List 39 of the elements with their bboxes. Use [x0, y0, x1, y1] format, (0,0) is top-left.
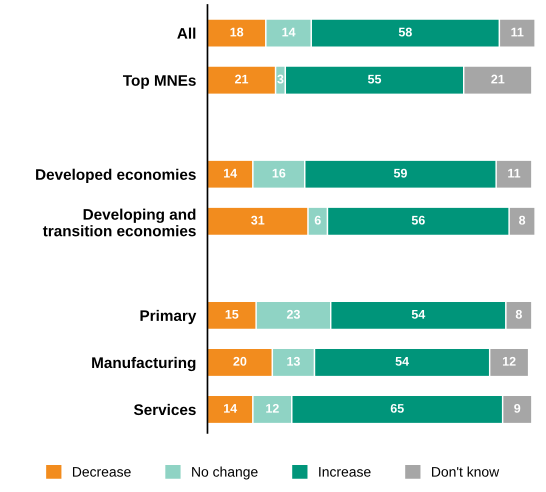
data-label: 23 — [286, 310, 300, 319]
data-label: 3 — [277, 74, 284, 84]
data-label: 8 — [516, 310, 522, 319]
data-label: 12 — [502, 356, 516, 366]
data-label: 58 — [398, 28, 412, 36]
data-label: 8 — [519, 216, 526, 225]
data-label: 54 — [412, 310, 426, 319]
data-label: 55 — [368, 74, 382, 84]
data-label: 31 — [251, 216, 264, 225]
y-tick-label: Primary — [140, 310, 196, 324]
y-tick-label: All — [177, 28, 196, 39]
data-label: 54 — [396, 357, 409, 366]
data-label: 13 — [287, 356, 300, 366]
y-tick-label: Developing and transition economies — [42, 208, 196, 236]
data-label: 6 — [314, 216, 321, 225]
data-label: 21 — [491, 74, 504, 84]
data-label: 16 — [272, 168, 286, 178]
data-label: 56 — [412, 216, 425, 225]
legend-label: Decrease — [72, 467, 131, 477]
data-label: 9 — [514, 404, 520, 413]
y-tick-label: Developed economies — [36, 168, 196, 183]
data-label: 65 — [390, 404, 404, 413]
data-label: 14 — [224, 168, 238, 178]
data-label: 20 — [233, 356, 246, 366]
data-label: 59 — [394, 168, 407, 178]
data-label: 14 — [224, 404, 238, 413]
data-label: 11 — [511, 28, 524, 36]
data-label: 12 — [266, 404, 279, 413]
legend-label: Increase — [319, 467, 371, 477]
legend-label: No change — [192, 466, 258, 480]
y-tick-label: Top MNEs — [122, 75, 196, 89]
data-label: 21 — [235, 74, 248, 84]
legend-label: Don't know — [432, 466, 500, 477]
data-label: 15 — [226, 310, 238, 319]
y-tick-label: Manufacturing — [92, 356, 196, 372]
data-label: 18 — [230, 28, 244, 36]
data-label: 11 — [508, 168, 520, 178]
y-tick-label: Services — [134, 404, 196, 416]
data-label: 14 — [282, 28, 296, 36]
